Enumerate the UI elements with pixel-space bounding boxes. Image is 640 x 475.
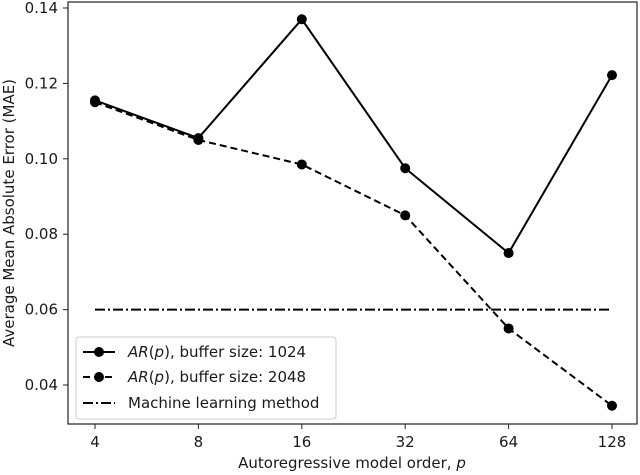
data-point-marker: [400, 163, 411, 174]
data-point-marker: [400, 210, 411, 221]
data-point-marker: [607, 400, 617, 411]
legend-item-ar-2048: AR(p), buffer size: 2048: [83, 368, 306, 386]
legend-item-ar-1024: AR(p), buffer size: 1024: [83, 343, 306, 361]
y-axis-label: Average Mean Absolute Error (MAE): [0, 79, 18, 347]
legend-label-ar-1024: AR(p), buffer size: 1024: [127, 343, 306, 361]
x-axis-label-variable: p: [455, 454, 466, 472]
legend: AR(p), buffer size: 1024 AR(p), buffer s…: [75, 336, 337, 420]
y-tick-label: 0.08: [25, 225, 58, 243]
series-line: [94, 17, 613, 255]
y-tick-label: 0.06: [25, 301, 58, 319]
x-axis-label: Autoregressive model order, p: [238, 454, 466, 472]
y-tick-label: 0.12: [25, 74, 58, 92]
plot-area-frame: [67, 1, 638, 425]
y-tick-label: 0.04: [25, 376, 58, 394]
series-layer: [90, 14, 617, 411]
x-axis-ticks: 4 8 16 32 64 128: [90, 424, 626, 451]
legend-item-ml-method: Machine learning method: [83, 394, 319, 412]
data-point-marker: [503, 323, 514, 334]
x-tick-label: 16: [292, 433, 311, 451]
series-1: [90, 97, 617, 411]
data-point-marker: [607, 70, 617, 81]
legend-box: [75, 336, 337, 420]
x-tick-label: 8: [194, 433, 204, 451]
x-tick-label: 128: [598, 433, 627, 451]
y-axis-ticks: 0.04 0.06 0.08 0.10 0.12 0.14: [25, 0, 68, 394]
data-point-marker: [193, 134, 204, 145]
x-tick-label: 4: [90, 433, 100, 451]
data-point-marker: [503, 248, 514, 259]
series-line: [94, 101, 613, 407]
series-0: [90, 14, 617, 259]
data-point-marker: [296, 159, 307, 170]
y-tick-label: 0.14: [25, 0, 58, 17]
circle-marker-icon: [94, 347, 104, 357]
data-point-marker: [296, 14, 307, 25]
x-tick-label: 32: [396, 433, 415, 451]
x-axis-label-text: Autoregressive model order,: [238, 454, 456, 472]
data-point-marker: [90, 97, 100, 108]
legend-label-ar-2048: AR(p), buffer size: 2048: [127, 368, 306, 386]
legend-label-ml-method: Machine learning method: [128, 394, 319, 412]
y-tick-label: 0.10: [25, 150, 58, 168]
circle-marker-icon: [94, 372, 104, 382]
x-tick-label: 64: [499, 433, 518, 451]
